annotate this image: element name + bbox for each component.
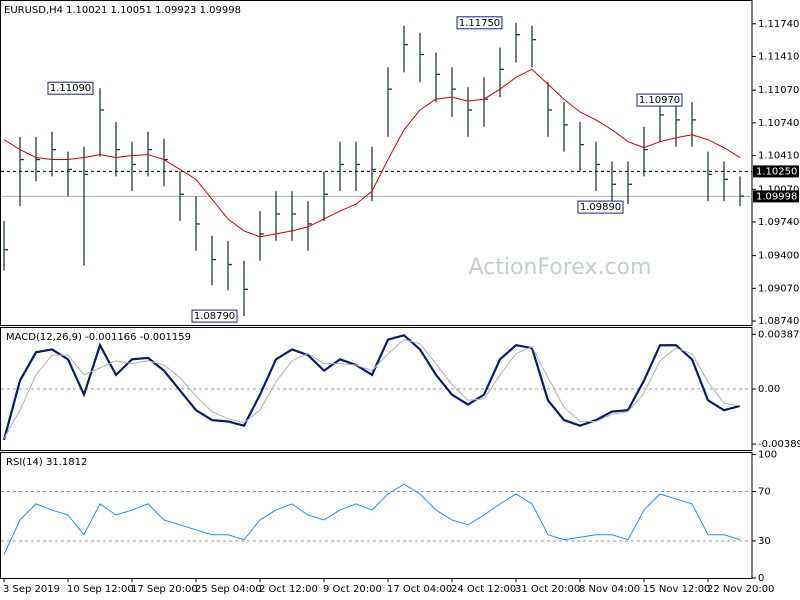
- x-tick-label: 17 Oct 04:00: [387, 584, 452, 595]
- x-tick-label: 9 Oct 20:00: [323, 584, 382, 595]
- y-tick-label: 1.11740: [758, 19, 799, 30]
- annotation-label: 1.11750: [459, 18, 500, 29]
- y-tick-label: 1.10410: [758, 151, 799, 162]
- x-tick-label: 25 Sep 04:00: [195, 584, 262, 595]
- annotation-label: 1.08790: [194, 311, 235, 322]
- y-tick-label: 1.11410: [758, 51, 799, 62]
- x-tick-label: 31 Oct 20:00: [515, 584, 580, 595]
- x-tick-label: 24 Oct 12:00: [451, 584, 516, 595]
- price-label-box: [753, 190, 799, 203]
- x-tick-label: 3 Sep 2019: [3, 584, 60, 595]
- x-tick-label: 10 Sep 12:00: [67, 584, 134, 595]
- x-tick-label: 22 Nov 20:00: [707, 584, 774, 595]
- y-tick-label: 0: [758, 573, 764, 584]
- panel-frame: [0, 0, 753, 326]
- chart-subtitle: 1.10021 1.10051 1.09923 1.09998: [66, 5, 241, 16]
- y-tick-label: 1.11070: [758, 85, 799, 96]
- price-label: 1.10250: [756, 166, 797, 177]
- series-line: [3, 68, 741, 238]
- y-tick-label: 30: [758, 536, 771, 547]
- annotation-box: [47, 81, 94, 95]
- panel-title: MACD(12,26,9) -0.001166 -0.001159: [6, 332, 191, 343]
- y-tick-label: 1.09400: [758, 251, 799, 262]
- panel-title: RSI(14) 31.1812: [6, 457, 87, 468]
- annotation-box: [456, 16, 503, 30]
- price-label-box: [753, 165, 799, 178]
- y-tick-label: 0.00: [758, 384, 780, 395]
- x-tick-label: 17 Sep 20:00: [131, 584, 198, 595]
- price-label: 1.09998: [756, 191, 797, 202]
- y-tick-label: 1.08740: [758, 316, 799, 327]
- chart-title: EURUSD,H4: [4, 5, 63, 16]
- annotation-label: 1.09890: [580, 202, 621, 213]
- y-tick-label: 0.003876: [758, 329, 800, 340]
- series-line: [2, 334, 741, 441]
- y-tick-label: -0.003899: [758, 439, 800, 450]
- y-tick-label: 70: [758, 487, 771, 498]
- annotation-label: 1.10970: [639, 95, 680, 106]
- y-tick-label: 1.09740: [758, 217, 799, 228]
- series-line: [3, 483, 741, 555]
- y-tick-label: 1.10740: [758, 118, 799, 129]
- annotation-box: [636, 93, 683, 107]
- x-tick-label: 15 Nov 12:00: [643, 584, 710, 595]
- x-tick-label: 2 Oct 12:00: [259, 584, 318, 595]
- y-tick-label: 1.09070: [758, 283, 799, 294]
- annotation-box: [577, 200, 624, 214]
- x-tick-label: 8 Nov 04:00: [579, 584, 640, 595]
- y-tick-label: 1.10070: [758, 184, 799, 195]
- annotation-label: 1.11090: [50, 83, 91, 94]
- watermark: ActionForex.com: [469, 255, 652, 280]
- panel-frame: [0, 452, 753, 579]
- annotation-box: [191, 309, 238, 323]
- series-line: [3, 339, 741, 439]
- y-tick-label: 100: [758, 449, 777, 460]
